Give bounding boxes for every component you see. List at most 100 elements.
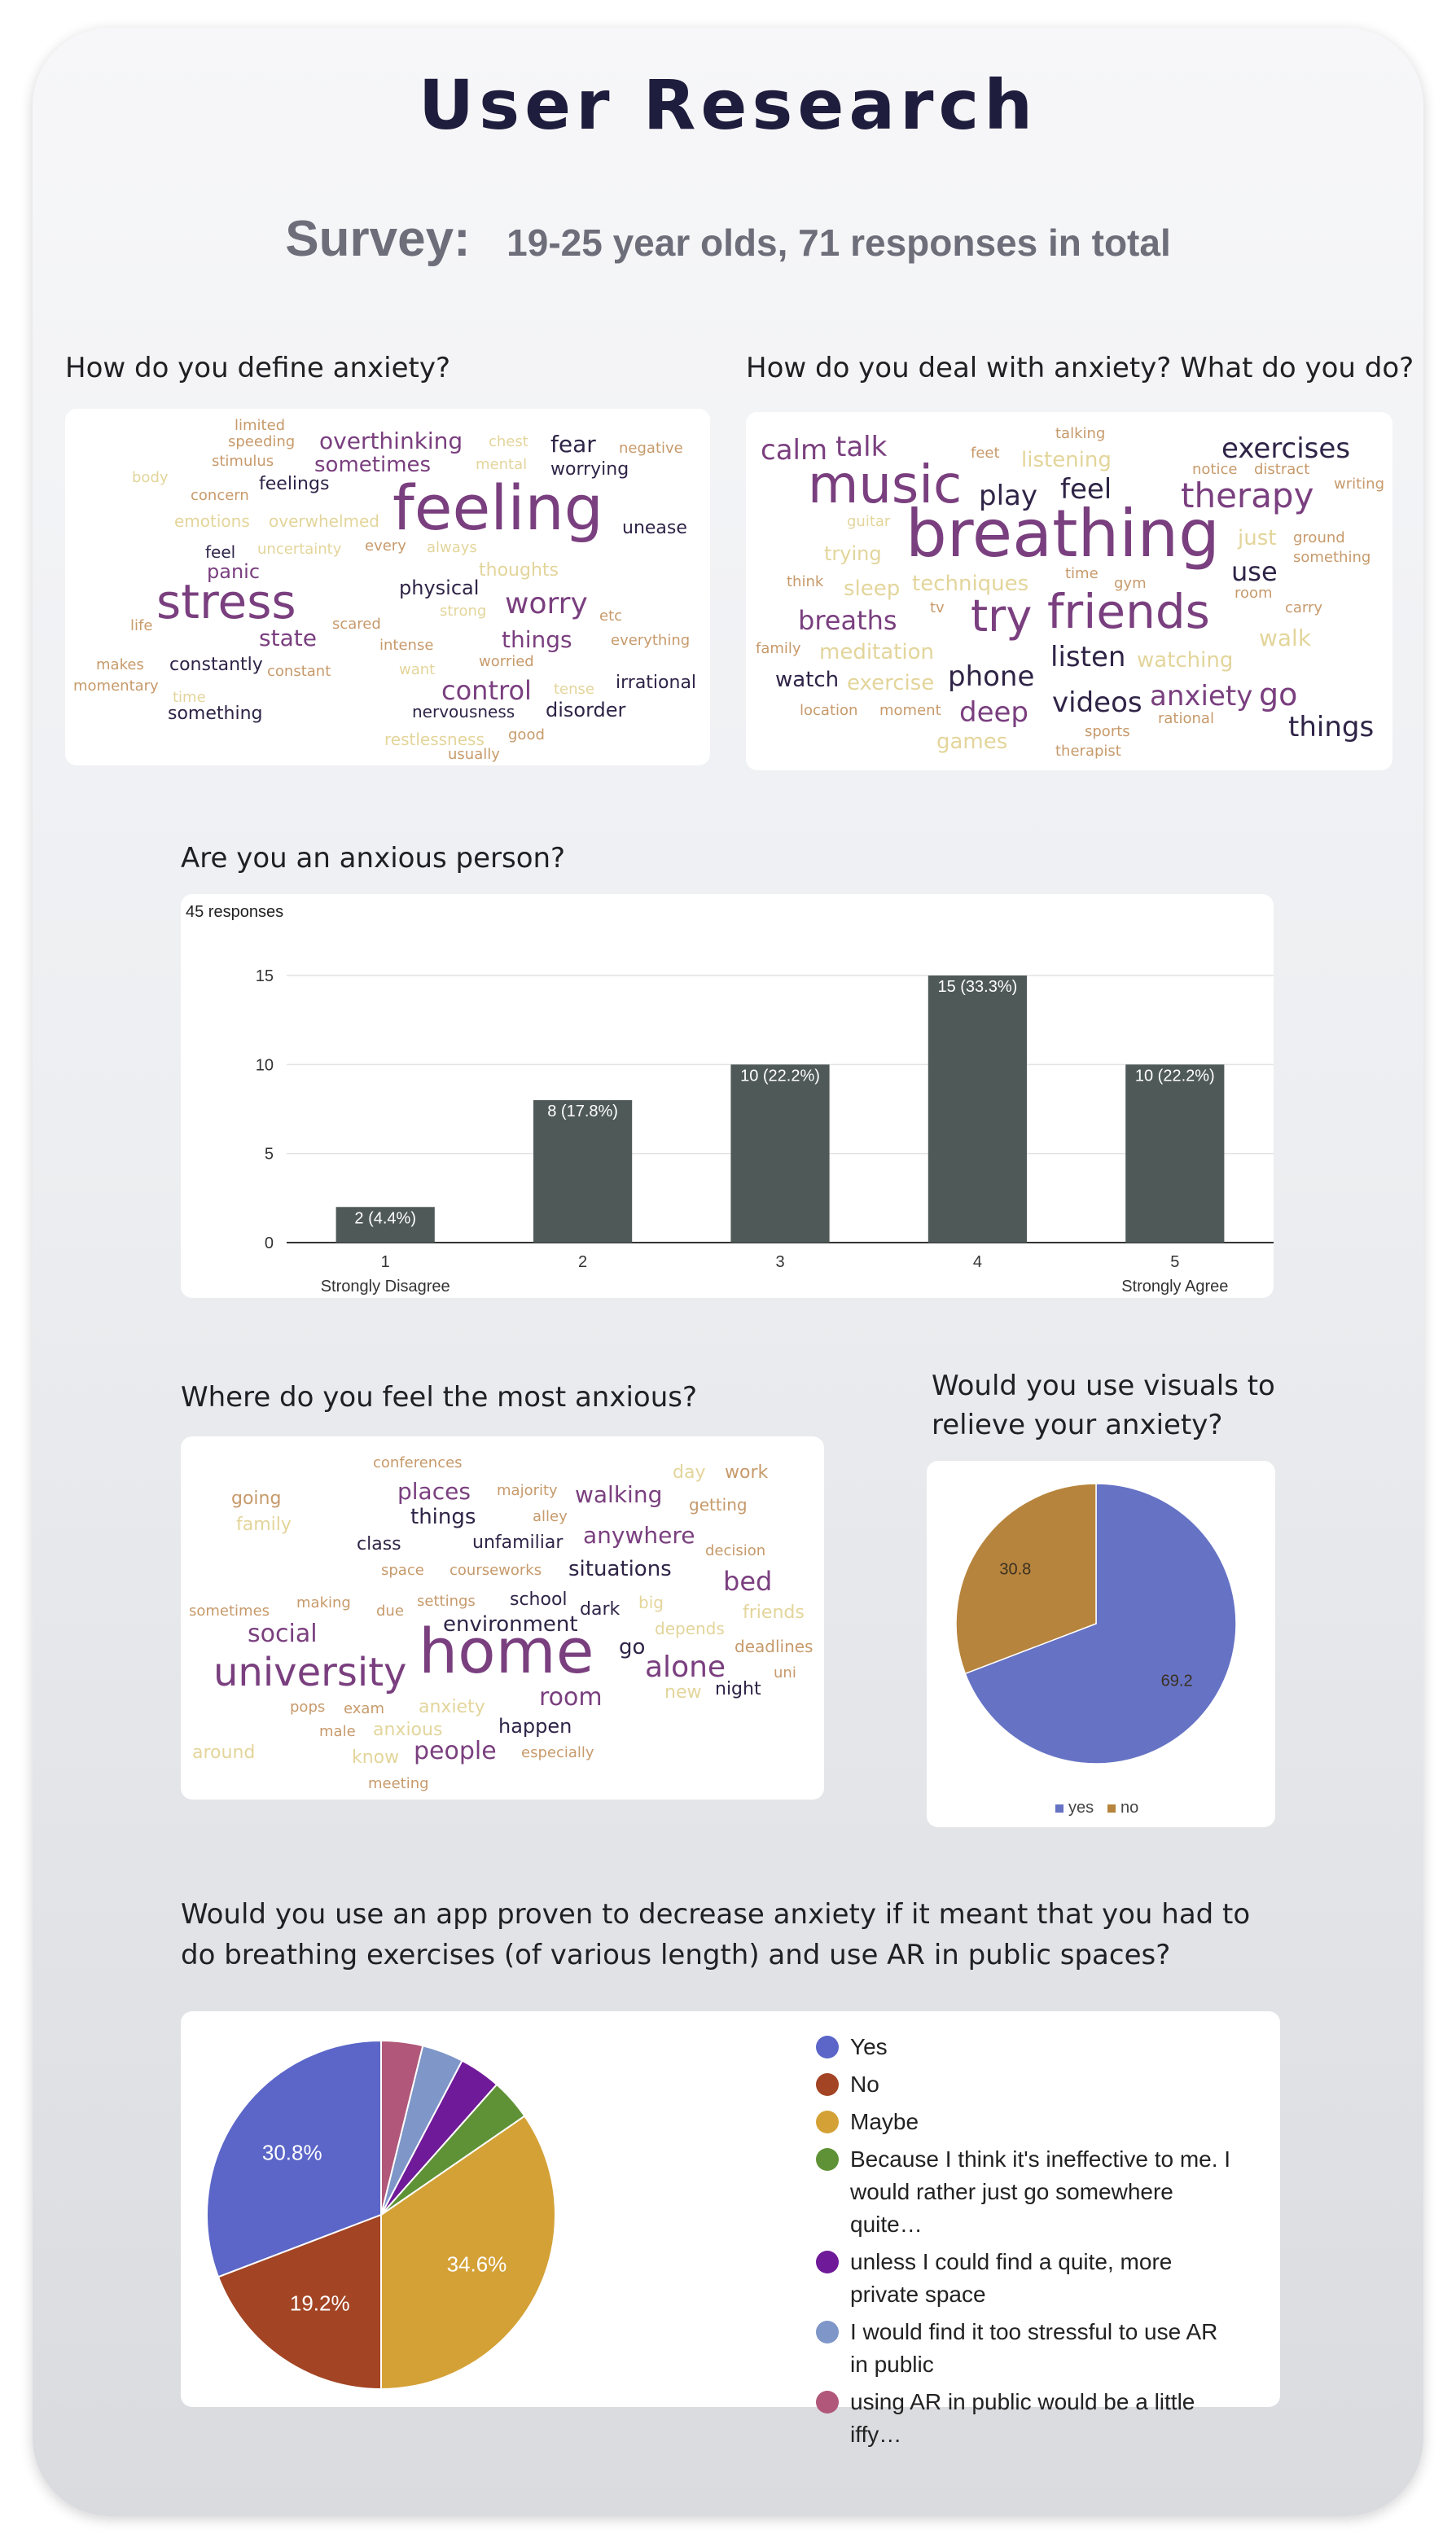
word-cloud-where: conferences day work places majority walking g… <box>181 1436 824 1800</box>
cloud-word: something <box>1293 549 1371 566</box>
cloud-word: watching <box>1137 648 1234 673</box>
pie-slice <box>955 1483 1097 1675</box>
question-anxious-person: Are you an anxious person? <box>181 842 566 875</box>
pie-slice <box>380 2039 424 2216</box>
cloud-word: feet <box>971 445 1000 462</box>
question-where-anxious: Where do you feel the most anxious? <box>181 1381 698 1414</box>
y-tick-label: 5 <box>265 1146 274 1164</box>
app-pie-panel: 30.8% 19.2% 34.6% Yes No Maybe Because I thin… <box>181 2011 1280 2447</box>
cloud-word: videos <box>1052 686 1142 719</box>
cloud-word: sleep <box>844 577 901 601</box>
x-tick-label: 2 <box>578 1253 587 1271</box>
app-pie-legend: Yes No Maybe Because I think it's ineffecti… <box>816 2031 1239 2456</box>
cloud-word: therapy <box>1181 476 1314 515</box>
cloud-word: music <box>808 455 963 515</box>
legend-item: using AR in public would be a little iff… <box>816 2386 1239 2451</box>
cloud-word: try <box>971 590 1033 642</box>
x-tick-label: 5 <box>1170 1253 1179 1271</box>
cloud-word: disorder <box>546 699 626 721</box>
legend-label: No <box>850 2072 879 2097</box>
cloud-word: walking <box>575 1481 663 1508</box>
cloud-word: bed <box>723 1566 773 1597</box>
cloud-word: getting <box>689 1495 748 1515</box>
legend-label: yes <box>1068 1799 1094 1817</box>
cloud-word: distract <box>1254 461 1310 478</box>
word-cloud-define: limited speeding overthinking chest fear nega… <box>65 409 710 765</box>
cloud-word: life <box>130 617 153 634</box>
bar <box>730 1064 830 1243</box>
cloud-word: physical <box>399 577 480 599</box>
cloud-word: nervousness <box>412 702 515 721</box>
cloud-word: mental <box>476 456 528 473</box>
pie-data-label: 30.8% <box>262 2141 322 2165</box>
legend-label: Yes <box>850 2034 888 2059</box>
legend-dot <box>816 2073 839 2096</box>
legend-swatch <box>1055 1804 1063 1813</box>
cloud-word: exercise <box>847 671 935 695</box>
cloud-word: deadlines <box>735 1637 814 1656</box>
cloud-word: constant <box>267 663 331 680</box>
bar <box>533 1100 633 1243</box>
cloud-word: people <box>414 1737 497 1765</box>
cloud-word: unease <box>622 518 687 538</box>
legend-dot <box>816 2148 839 2171</box>
legend-item: Yes <box>816 2031 1239 2063</box>
cloud-word: home <box>419 1615 594 1687</box>
cloud-word: work <box>725 1462 769 1483</box>
y-tick-label: 15 <box>256 967 274 985</box>
cloud-word: exam <box>344 1700 384 1717</box>
cloud-word: dark <box>580 1599 621 1620</box>
cloud-word: something <box>168 704 263 724</box>
cloud-word: due <box>376 1603 404 1620</box>
cloud-word: know <box>352 1747 400 1768</box>
x-sublabel: Strongly Disagree <box>321 1278 450 1296</box>
y-tick-label: 0 <box>265 1234 274 1252</box>
cloud-word: tense <box>554 681 594 698</box>
cloud-word: tv <box>930 599 945 616</box>
visuals-pie-chart: 69.2 30.8 yes no <box>955 1483 1237 1817</box>
cloud-word: go <box>619 1635 646 1660</box>
legend-label: unless I could find a quite, more privat… <box>850 2249 1173 2307</box>
cloud-word: deep <box>959 696 1028 729</box>
cloud-word: family <box>236 1515 292 1535</box>
cloud-word: limited <box>235 417 286 434</box>
bar-data-label: 10 (22.2%) <box>740 1067 820 1085</box>
chart-subtitle: 45 responses <box>186 903 283 921</box>
cloud-word: around <box>192 1743 256 1763</box>
cloud-word: think <box>787 573 824 590</box>
bar-data-label: 15 (33.3%) <box>937 978 1017 996</box>
cloud-word: thoughts <box>479 560 559 581</box>
cloud-word: things <box>502 626 572 653</box>
cloud-word: especially <box>521 1744 594 1761</box>
x-tick-label: 3 <box>775 1253 784 1271</box>
legend-item: I would find it too stressful to use AR … <box>816 2316 1239 2381</box>
cloud-word: momentary <box>73 677 159 695</box>
cloud-word: listening <box>1021 448 1112 472</box>
x-sublabel: Strongly Agree <box>1121 1278 1228 1296</box>
legend-item: Maybe <box>816 2106 1239 2138</box>
bar-data-label: 8 (17.8%) <box>547 1103 618 1120</box>
cloud-word: watch <box>775 668 840 692</box>
cloud-word: pops <box>290 1699 326 1716</box>
cloud-word: worrying <box>550 459 629 480</box>
cloud-word: male <box>319 1723 356 1740</box>
cloud-word: body <box>132 469 169 486</box>
cloud-word: overwhelmed <box>269 511 379 531</box>
question-deal-anxiety: How do you deal with anxiety? What do yo… <box>746 352 1414 384</box>
cloud-word: worry <box>505 587 588 620</box>
cloud-word: etc <box>599 607 623 625</box>
cloud-word: state <box>259 625 317 651</box>
cloud-word: chest <box>489 433 528 450</box>
cloud-word: writing <box>1334 476 1385 493</box>
cloud-word: anxiety <box>419 1697 485 1717</box>
cloud-word: social <box>248 1620 318 1648</box>
cloud-word: intense <box>379 637 434 654</box>
cloud-word: family <box>756 640 801 657</box>
cloud-word: emotions <box>174 511 250 531</box>
cloud-word: calm <box>761 434 828 467</box>
cloud-word: control <box>441 675 532 706</box>
cloud-word: majority <box>497 1482 558 1499</box>
cloud-word: feeling <box>393 471 603 544</box>
cloud-word: concern <box>191 487 249 504</box>
cloud-word: alone <box>645 1651 726 1684</box>
